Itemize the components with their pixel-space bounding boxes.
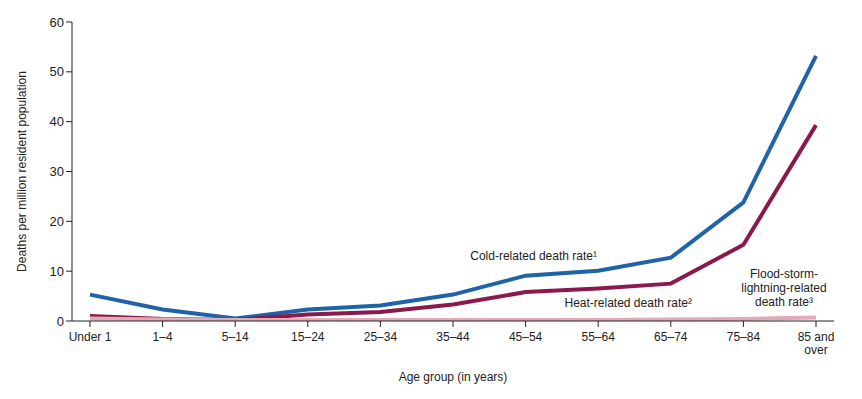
svg-text:55–64: 55–64 bbox=[582, 330, 616, 344]
svg-text:0: 0 bbox=[57, 314, 64, 329]
svg-text:Under 1: Under 1 bbox=[69, 330, 112, 344]
svg-text:85 andover: 85 andover bbox=[798, 330, 835, 357]
svg-text:35–44: 35–44 bbox=[436, 330, 470, 344]
svg-text:Cold-related death rate¹: Cold-related death rate¹ bbox=[470, 249, 597, 263]
svg-text:5–14: 5–14 bbox=[222, 330, 249, 344]
svg-text:1–4: 1–4 bbox=[153, 330, 173, 344]
svg-text:Deaths per million resident po: Deaths per million resident population bbox=[15, 71, 29, 272]
svg-text:15–24: 15–24 bbox=[291, 330, 325, 344]
svg-text:Flood-storm-lightning-relatedd: Flood-storm-lightning-relateddeath rate³ bbox=[741, 267, 826, 309]
svg-text:45–54: 45–54 bbox=[509, 330, 543, 344]
svg-text:30: 30 bbox=[50, 164, 64, 179]
svg-text:50: 50 bbox=[50, 64, 64, 79]
svg-text:40: 40 bbox=[50, 114, 64, 129]
svg-text:Heat-related death rate²: Heat-related death rate² bbox=[564, 296, 691, 310]
svg-text:65–74: 65–74 bbox=[654, 330, 688, 344]
svg-text:20: 20 bbox=[50, 214, 64, 229]
svg-text:60: 60 bbox=[50, 15, 64, 30]
svg-text:10: 10 bbox=[50, 264, 64, 279]
svg-text:25–34: 25–34 bbox=[364, 330, 398, 344]
svg-text:75–84: 75–84 bbox=[727, 330, 761, 344]
svg-text:Age group (in years): Age group (in years) bbox=[399, 370, 508, 384]
